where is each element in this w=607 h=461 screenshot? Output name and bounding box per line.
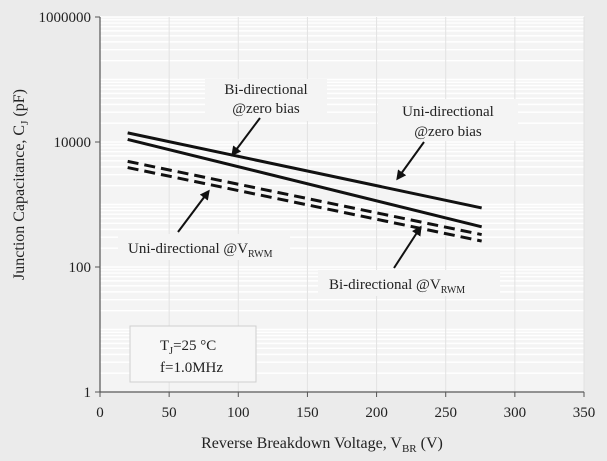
x-tick-label: 100 bbox=[227, 405, 250, 421]
x-tick-label: 250 bbox=[434, 405, 457, 421]
y-tick-label: 10000 bbox=[54, 135, 92, 151]
annotation-uni-zero-line1: Uni-directional bbox=[402, 104, 494, 120]
annotation-bi-zero-line2: @zero bias bbox=[232, 101, 300, 117]
x-tick-label: 350 bbox=[573, 405, 596, 421]
arrow-uni-vrwm bbox=[177, 189, 210, 233]
annotation-box-bi-zero bbox=[205, 79, 327, 121]
annotation-bi-zero-line1: Bi-directional bbox=[224, 82, 307, 98]
annotation-box-uni-vrwm bbox=[118, 234, 290, 260]
arrow-uni-zero bbox=[396, 141, 425, 181]
x-tick-label: 200 bbox=[365, 405, 388, 421]
arrow-bi-vrwm bbox=[393, 225, 422, 269]
x-tick-label: 300 bbox=[504, 405, 527, 421]
x-tick-label: 150 bbox=[296, 405, 319, 421]
conditions-temperature: TJ=25 °C bbox=[160, 338, 216, 357]
annotation-uni-vrwm: Uni-directional @VRWM bbox=[128, 241, 273, 260]
y-axis-title: Junction Capacitance, CJ (pF) bbox=[11, 89, 31, 280]
annotation-box-uni-zero bbox=[378, 99, 518, 141]
x-tick-label: 0 bbox=[96, 405, 104, 421]
series-line-1 bbox=[127, 131, 482, 210]
arrow-bi-zero bbox=[231, 117, 261, 157]
annotation-bi-vrwm: Bi-directional @VRWM bbox=[329, 277, 465, 296]
x-axis-title: Reverse Breakdown Voltage, VBR (V) bbox=[201, 435, 443, 455]
conditions-frequency: f=1.0MHz bbox=[160, 360, 223, 376]
y-tick-label: 100 bbox=[69, 260, 92, 276]
x-tick-label: 50 bbox=[162, 405, 177, 421]
series-line-4 bbox=[127, 166, 482, 243]
annotation-uni-zero-line2: @zero bias bbox=[414, 124, 482, 140]
y-tick-label: 1 bbox=[84, 385, 92, 401]
series-line-2 bbox=[127, 137, 483, 229]
series-line-3 bbox=[127, 159, 482, 237]
annotation-box-bi-vrwm bbox=[318, 270, 500, 296]
conditions-box bbox=[129, 325, 257, 383]
y-tick-label: 1000000 bbox=[39, 10, 92, 26]
